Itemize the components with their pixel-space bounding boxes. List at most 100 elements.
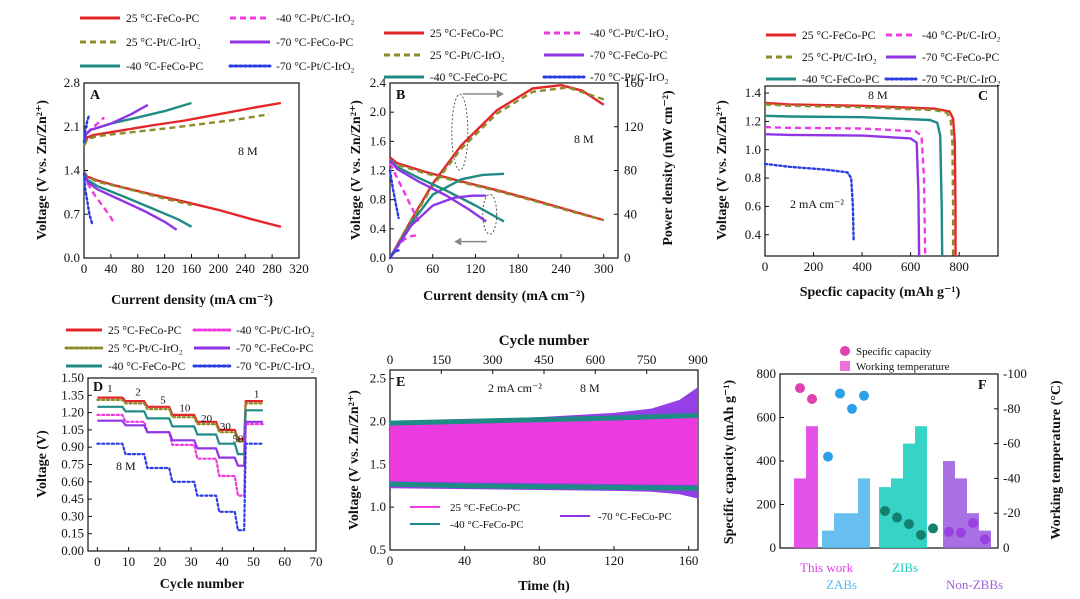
legend-label: -40 °C-FeCo-PC	[450, 519, 524, 531]
y-tick-label: 0.8	[370, 192, 386, 207]
x-tick-label: 70	[310, 554, 323, 569]
series-line	[83, 171, 282, 228]
y-tick-label: 1.05	[61, 422, 84, 437]
plot-frame	[764, 85, 999, 257]
bar	[834, 513, 846, 548]
legend-label: -70 °C-FeCo-PC	[922, 52, 999, 64]
ellipse-marker	[451, 93, 469, 171]
y2-tick-label: -40	[1003, 470, 1020, 485]
point	[928, 523, 938, 534]
y-tick-label: 1.0	[745, 142, 761, 157]
y-tick-label: 800	[757, 366, 777, 381]
x-tick-label: 240	[236, 261, 256, 276]
series-line	[82, 101, 282, 146]
point	[807, 394, 817, 405]
annotation: 2 mA cm⁻²	[790, 197, 844, 211]
x-tick-label: 180	[509, 261, 529, 276]
legend-label: 25 °C-Pt/C-IrO₂	[430, 50, 505, 62]
series-line	[82, 173, 178, 231]
step-label: 20	[201, 413, 213, 425]
series-line	[389, 158, 505, 223]
series-line	[82, 113, 269, 147]
y2-tick-label: 80	[624, 163, 637, 178]
legend-label: -70 °C-Pt/C-IrO₂	[590, 72, 669, 84]
x-tick-label: 240	[551, 261, 571, 276]
bar	[858, 478, 870, 548]
legend-label: -40 °C-FeCo-PC	[802, 74, 879, 86]
ellipse-marker	[482, 193, 498, 235]
point	[904, 519, 914, 530]
series-line	[82, 172, 94, 225]
series-line	[388, 194, 487, 259]
panel-letter: E	[396, 375, 405, 390]
annotation: 8 M	[116, 459, 136, 473]
x-tick-label: 60	[426, 261, 439, 276]
bar	[879, 487, 891, 548]
series-line	[82, 113, 91, 144]
annotation: 8 M	[868, 88, 888, 102]
legend-label: -70 °C-FeCo-PC	[276, 37, 353, 49]
y-tick-label: 1.2	[745, 113, 761, 128]
y-tick-label: 1.6	[370, 133, 387, 148]
x-tick-label: 0	[387, 261, 394, 276]
point	[980, 534, 990, 545]
series-line	[764, 101, 957, 256]
bar	[822, 530, 834, 548]
y-tick-label: 1.35	[61, 387, 84, 402]
series-line	[389, 158, 487, 223]
x-tick-label: 600	[901, 259, 921, 274]
y-tick-label: 0.4	[370, 221, 387, 236]
panel-letter: F	[978, 378, 987, 393]
x2-tick-label: 300	[483, 352, 503, 367]
x2-tick-label: 900	[688, 352, 708, 367]
legend-label: -40 °C-Pt/C-IrO₂	[922, 30, 1001, 42]
legend-label: -70 °C-Pt/C-IrO₂	[236, 361, 315, 373]
y-axis-label: Voltage (V vs. Zn/Zn²⁺)	[35, 100, 50, 240]
bar	[806, 426, 818, 548]
x2-tick-label: 600	[586, 352, 606, 367]
bar	[903, 443, 915, 548]
bar	[915, 426, 927, 548]
y-tick-label: 0.30	[61, 508, 84, 523]
step-label: 1	[107, 383, 113, 395]
x-tick-label: 80	[533, 553, 546, 568]
series-line	[96, 442, 264, 532]
series-line	[82, 173, 116, 225]
series-line	[97, 405, 263, 456]
y2-tick-label: -100	[1003, 366, 1027, 381]
y-tick-label: 600	[757, 410, 777, 425]
y-tick-label: 1.4	[745, 85, 762, 100]
x2-axis-label: Cycle number	[499, 333, 590, 349]
point	[968, 517, 978, 528]
arrow-head	[496, 89, 504, 98]
x-tick-label: 280	[262, 261, 282, 276]
point	[892, 512, 902, 523]
x2-tick-label: 150	[432, 352, 452, 367]
panel-d: 25 °C-FeCo-PC -40 °C-Pt/C-IrO₂ 25 °C-Pt/C-…	[35, 325, 323, 592]
y-axis-label: Specific capacity (mAh g⁻¹)	[722, 379, 737, 544]
x-tick-label: 200	[804, 259, 824, 274]
x-tick-label: 10	[122, 554, 135, 569]
x-tick-label: 80	[131, 261, 144, 276]
series-line	[764, 103, 955, 256]
x-axis-label: Cycle number	[160, 577, 244, 592]
legend-label: -40 °C-Pt/C-IrO₂	[590, 28, 669, 40]
series-line	[389, 158, 605, 222]
y2-tick-label: -20	[1003, 505, 1020, 520]
y-tick-label: 2.0	[370, 104, 386, 119]
legend-label: 25 °C-FeCo-PC	[126, 13, 200, 25]
x-tick-label: 0	[81, 261, 88, 276]
series-line	[96, 398, 264, 443]
y-tick-label: 2.8	[64, 75, 80, 90]
y-tick-label: 0.90	[61, 439, 84, 454]
y-tick-label: 0.60	[61, 474, 84, 489]
legend-label: 25 °C-FeCo-PC	[108, 325, 182, 337]
point	[859, 390, 869, 401]
y-tick-label: 1.50	[61, 370, 84, 385]
panel-f: 0 200 400 600 800 0 -20 -40 -60 -80 -100 Specific c…	[722, 346, 1064, 592]
y-tick-label: 0.0	[370, 250, 386, 265]
annotation: 8 M	[574, 132, 594, 146]
y2-tick-label: 0	[1003, 540, 1010, 555]
panel-letter: C	[978, 89, 988, 104]
step-label: 2	[135, 386, 141, 398]
